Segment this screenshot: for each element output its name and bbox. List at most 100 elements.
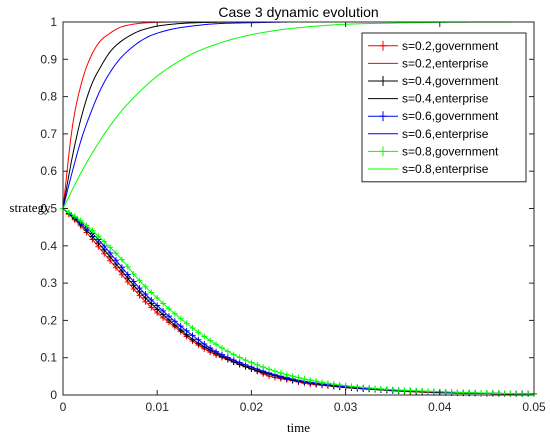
- legend-box: [361, 32, 527, 183]
- series-marker: [218, 351, 225, 358]
- legend-label: s=0.4,enterprise: [402, 92, 489, 106]
- series-marker: [266, 366, 273, 373]
- y-tick-label: 0.9: [40, 52, 57, 66]
- series-marker: [277, 369, 284, 376]
- series-marker: [460, 389, 467, 396]
- series-marker: [271, 368, 278, 375]
- series-marker: [195, 329, 202, 336]
- legend-item: s=0.2,enterprise: [368, 56, 489, 70]
- series-marker: [165, 313, 172, 320]
- series-marker: [148, 296, 155, 303]
- series-marker: [389, 386, 396, 393]
- legend-label: s=0.4,government: [402, 74, 499, 88]
- series-marker: [519, 390, 526, 397]
- series-marker: [301, 375, 308, 382]
- series-marker: [189, 332, 196, 339]
- series-marker: [101, 238, 108, 245]
- series-marker: [160, 300, 167, 307]
- series-marker: [330, 381, 337, 388]
- series-marker: [377, 385, 384, 392]
- y-tick-label: 1: [50, 15, 57, 29]
- series-marker: [171, 310, 178, 317]
- series-marker: [513, 390, 520, 397]
- series-marker: [348, 383, 355, 390]
- x-tick-label: 0.03: [334, 400, 358, 414]
- legend-label: s=0.8,government: [402, 144, 499, 158]
- axes-layer: 0 0.01 0.02 0.03 0.04 0.05 0 0.1 0.2 0.3 0.4 0.5 0.6…: [40, 15, 546, 414]
- series-marker: [171, 318, 178, 325]
- y-tick-label: 0.4: [40, 239, 57, 253]
- series-marker: [154, 295, 161, 302]
- series-marker: [236, 354, 243, 361]
- series-marker: [165, 305, 172, 312]
- series-marker: [201, 333, 208, 340]
- series-marker: [242, 357, 249, 364]
- series-marker: [342, 382, 349, 389]
- legend-marker: [379, 111, 387, 122]
- legend-item: s=0.6,enterprise: [368, 127, 489, 141]
- series-marker: [118, 264, 125, 271]
- series-marker: [454, 389, 461, 396]
- series-marker: [295, 374, 302, 381]
- series-marker: [207, 345, 214, 352]
- series-marker: [142, 283, 149, 290]
- series-marker: [142, 291, 149, 298]
- legend-marker: [379, 76, 387, 86]
- y-axis-label: strategy: [9, 200, 51, 215]
- series-marker: [289, 373, 296, 380]
- x-tick-label: 0.05: [522, 400, 546, 414]
- series-marker: [130, 278, 137, 285]
- series-marker: [260, 364, 267, 371]
- series-marker: [65, 209, 72, 216]
- series-marker: [413, 387, 420, 394]
- series-marker: [442, 388, 449, 395]
- series-marker: [118, 256, 125, 263]
- series-marker: [354, 383, 361, 390]
- series-marker: [124, 271, 131, 278]
- series-marker: [254, 361, 261, 368]
- series-marker: [213, 341, 220, 348]
- y-tick-label: 0.5: [40, 202, 57, 216]
- series-marker: [224, 354, 231, 361]
- legend-item: s=0.8,enterprise: [368, 162, 489, 176]
- series-marker: [71, 213, 78, 220]
- x-axis-label: time: [287, 420, 310, 435]
- series-marker: [195, 336, 202, 343]
- series-marker: [136, 277, 143, 284]
- series-marker: [313, 378, 320, 385]
- series-marker: [177, 315, 184, 322]
- x-tick-label: 0.01: [146, 400, 170, 414]
- series-marker: [154, 302, 161, 309]
- series-marker: [319, 379, 326, 386]
- series-marker: [107, 244, 114, 251]
- series-marker: [183, 320, 190, 327]
- series-marker: [89, 227, 96, 234]
- series-marker: [136, 285, 143, 292]
- series-marker: [130, 270, 137, 277]
- series-marker: [507, 390, 514, 397]
- legend-marker: [379, 146, 387, 157]
- series-marker: [283, 371, 290, 378]
- legend-label: s=0.2,enterprise: [402, 56, 489, 70]
- series-marker: [213, 348, 220, 355]
- series-marker: [177, 323, 184, 330]
- series-marker: [95, 233, 102, 240]
- y-tick-label: 0.6: [40, 164, 57, 178]
- series-marker: [207, 337, 214, 344]
- series-marker: [160, 307, 167, 314]
- series-marker: [230, 351, 237, 358]
- series-marker: [430, 388, 437, 395]
- series-marker: [230, 357, 237, 364]
- series-marker: [112, 257, 119, 264]
- legend-item: s=0.6,government: [368, 109, 499, 123]
- y-tick-label: 0.7: [40, 127, 57, 141]
- y-tick-label: 0.1: [40, 351, 57, 365]
- series-marker: [107, 250, 114, 257]
- series-marker: [201, 341, 208, 348]
- series-marker: [419, 388, 426, 395]
- series-marker: [366, 384, 373, 391]
- y-tick-label: 0.8: [40, 90, 57, 104]
- series-marker: [189, 324, 196, 331]
- x-tick-label: 0: [60, 400, 67, 414]
